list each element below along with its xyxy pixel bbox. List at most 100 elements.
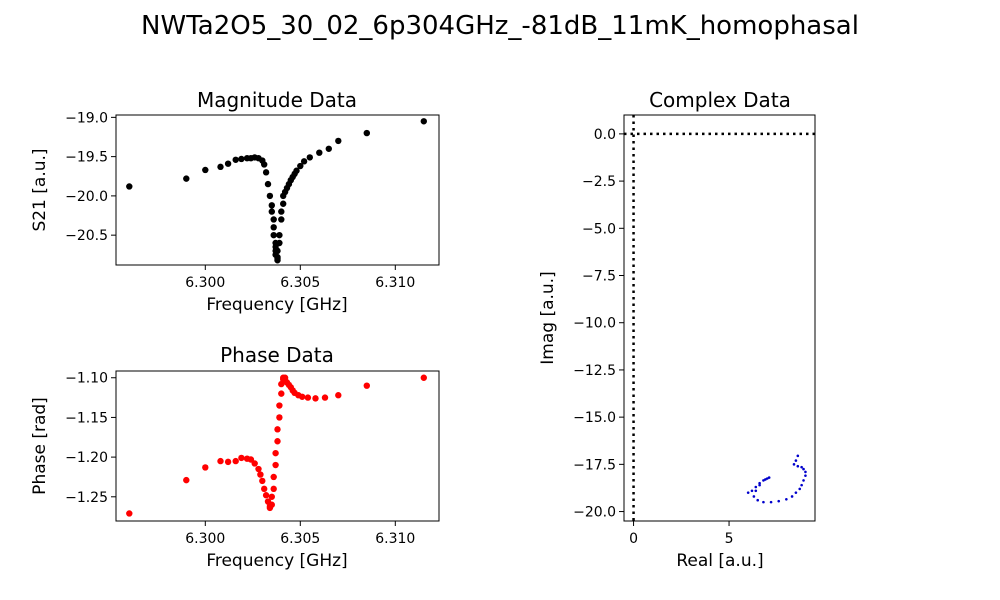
complex-x-tick-label: 5	[725, 531, 734, 547]
complex-data-point	[794, 491, 798, 494]
complex-y-tick-label: −2.5	[582, 174, 616, 190]
phase-x-tick-label: 6.300	[185, 531, 225, 547]
magnitude-y-tick-label: −19.5	[65, 150, 108, 166]
phase-data-point	[238, 454, 245, 462]
complex-data-point	[796, 454, 800, 458]
phase-data-point	[183, 476, 190, 484]
magnitude-x-tick-label: 6.305	[280, 275, 320, 291]
complex-points	[746, 454, 807, 504]
complex-data-point	[790, 495, 794, 498]
phase-data-point	[321, 394, 329, 401]
phase-panel: Phase Data 6.300 6.305 6.310 −1.10−1.15−1.…	[30, 343, 440, 571]
complex-y-tick-label: −20.0	[573, 505, 616, 521]
magnitude-data-point	[278, 216, 285, 223]
phase-data-point	[335, 392, 342, 399]
magnitude-data-point	[325, 145, 332, 152]
complex-y-tick-label: −10.0	[573, 316, 616, 332]
phase-data-point	[270, 473, 277, 481]
complex-data-point	[752, 495, 756, 498]
phase-x-tick-label: 6.305	[280, 531, 320, 547]
magnitude-data-point	[232, 156, 239, 163]
magnitude-data-point	[202, 166, 209, 174]
complex-data-point	[794, 459, 798, 462]
magnitude-data-point	[224, 160, 232, 167]
complex-data-point	[800, 483, 803, 487]
magnitude-data-point	[274, 247, 281, 255]
complex-reference-lines	[624, 115, 815, 521]
magnitude-x-ticks: 6.300 6.305 6.310	[185, 265, 415, 291]
phase-data-point	[274, 426, 281, 433]
magnitude-data-point	[306, 154, 313, 161]
figure-title: NWTa2O5_30_02_6p304GHz_-81dB_11mK_homoph…	[141, 11, 859, 41]
phase-data-point	[255, 465, 262, 473]
phase-data-point	[247, 456, 255, 463]
complex-y-tick-label: −12.5	[573, 363, 616, 379]
complex-data-point	[758, 483, 761, 487]
complex-data-point	[800, 465, 803, 469]
complex-data-point	[767, 476, 771, 479]
complex-y-tick-label: −17.5	[573, 457, 616, 473]
complex-x-label: Real [a.u.]	[676, 551, 763, 571]
magnitude-data-point	[420, 118, 427, 125]
magnitude-data-point	[316, 149, 323, 156]
magnitude-data-point	[217, 163, 224, 171]
phase-data-point	[272, 449, 279, 457]
phase-data-point	[276, 402, 283, 409]
complex-data-point	[777, 499, 781, 503]
phase-data-point	[232, 457, 239, 465]
phase-data-point	[268, 501, 275, 508]
magnitude-data-point	[335, 137, 342, 145]
magnitude-data-point	[262, 169, 270, 176]
phase-data-point	[262, 492, 270, 499]
magnitude-y-ticks: −19.0 −19.5 −20.0 −20.5	[65, 110, 116, 244]
magnitude-data-point	[274, 253, 281, 261]
magnitude-x-label: Frequency [GHz]	[206, 295, 347, 315]
phase-x-tick-label: 6.310	[375, 531, 415, 547]
magnitude-data-point	[270, 216, 277, 223]
magnitude-data-point	[238, 155, 245, 163]
complex-data-point	[750, 489, 754, 493]
phase-data-point	[217, 457, 224, 465]
complex-title: Complex Data	[649, 88, 791, 112]
phase-data-point	[268, 493, 275, 500]
complex-data-point	[746, 491, 750, 494]
magnitude-data-point	[293, 167, 300, 174]
magnitude-data-point	[126, 183, 133, 190]
phase-x-label: Frequency [GHz]	[206, 551, 347, 571]
magnitude-data-point	[300, 158, 308, 165]
phase-title: Phase Data	[220, 343, 334, 367]
complex-data-point	[804, 470, 807, 474]
phase-data-point	[299, 393, 306, 400]
phase-data-point	[259, 477, 266, 485]
magnitude-y-label: S21 [a.u.]	[30, 148, 50, 231]
phase-data-point	[274, 438, 281, 445]
complex-data-point	[754, 485, 758, 489]
phase-data-point	[126, 510, 133, 517]
magnitude-y-tick-label: −20.0	[65, 189, 108, 205]
magnitude-x-tick-label: 6.310	[375, 275, 415, 291]
phase-data-point	[312, 395, 319, 402]
complex-y-ticks: 0.0 −2.5 −5.0 −7.5 −10.0 −12.5 −15.0 −17.5 −20.0	[573, 127, 624, 521]
magnitude-data-point	[363, 129, 370, 137]
complex-data-point	[796, 464, 800, 468]
magnitude-data-point	[183, 175, 190, 182]
phase-x-ticks: 6.300 6.305 6.310	[185, 521, 415, 547]
complex-x-tick-label: 0	[629, 531, 638, 547]
magnitude-data-point	[276, 231, 283, 239]
phase-data-point	[261, 485, 268, 493]
phase-data-point	[363, 382, 370, 389]
magnitude-data-point	[261, 161, 268, 168]
phase-y-tick-label: −1.20	[65, 450, 108, 466]
magnitude-data-point	[276, 239, 283, 247]
complex-data-point	[762, 500, 765, 504]
complex-data-point	[756, 498, 759, 502]
complex-data-point	[785, 497, 788, 501]
complex-plot-frame	[623, 114, 816, 522]
phase-y-tick-label: −1.25	[65, 490, 108, 506]
phase-y-ticks: −1.10 −1.15 −1.20 −1.25	[65, 371, 116, 506]
phase-data-point	[202, 464, 209, 471]
phase-data-point	[270, 485, 277, 493]
magnitude-panel: Magnitude Data 6.300 6.305 6.310 −19.0−19.…	[30, 88, 440, 315]
complex-y-tick-label: −5.0	[582, 221, 616, 237]
